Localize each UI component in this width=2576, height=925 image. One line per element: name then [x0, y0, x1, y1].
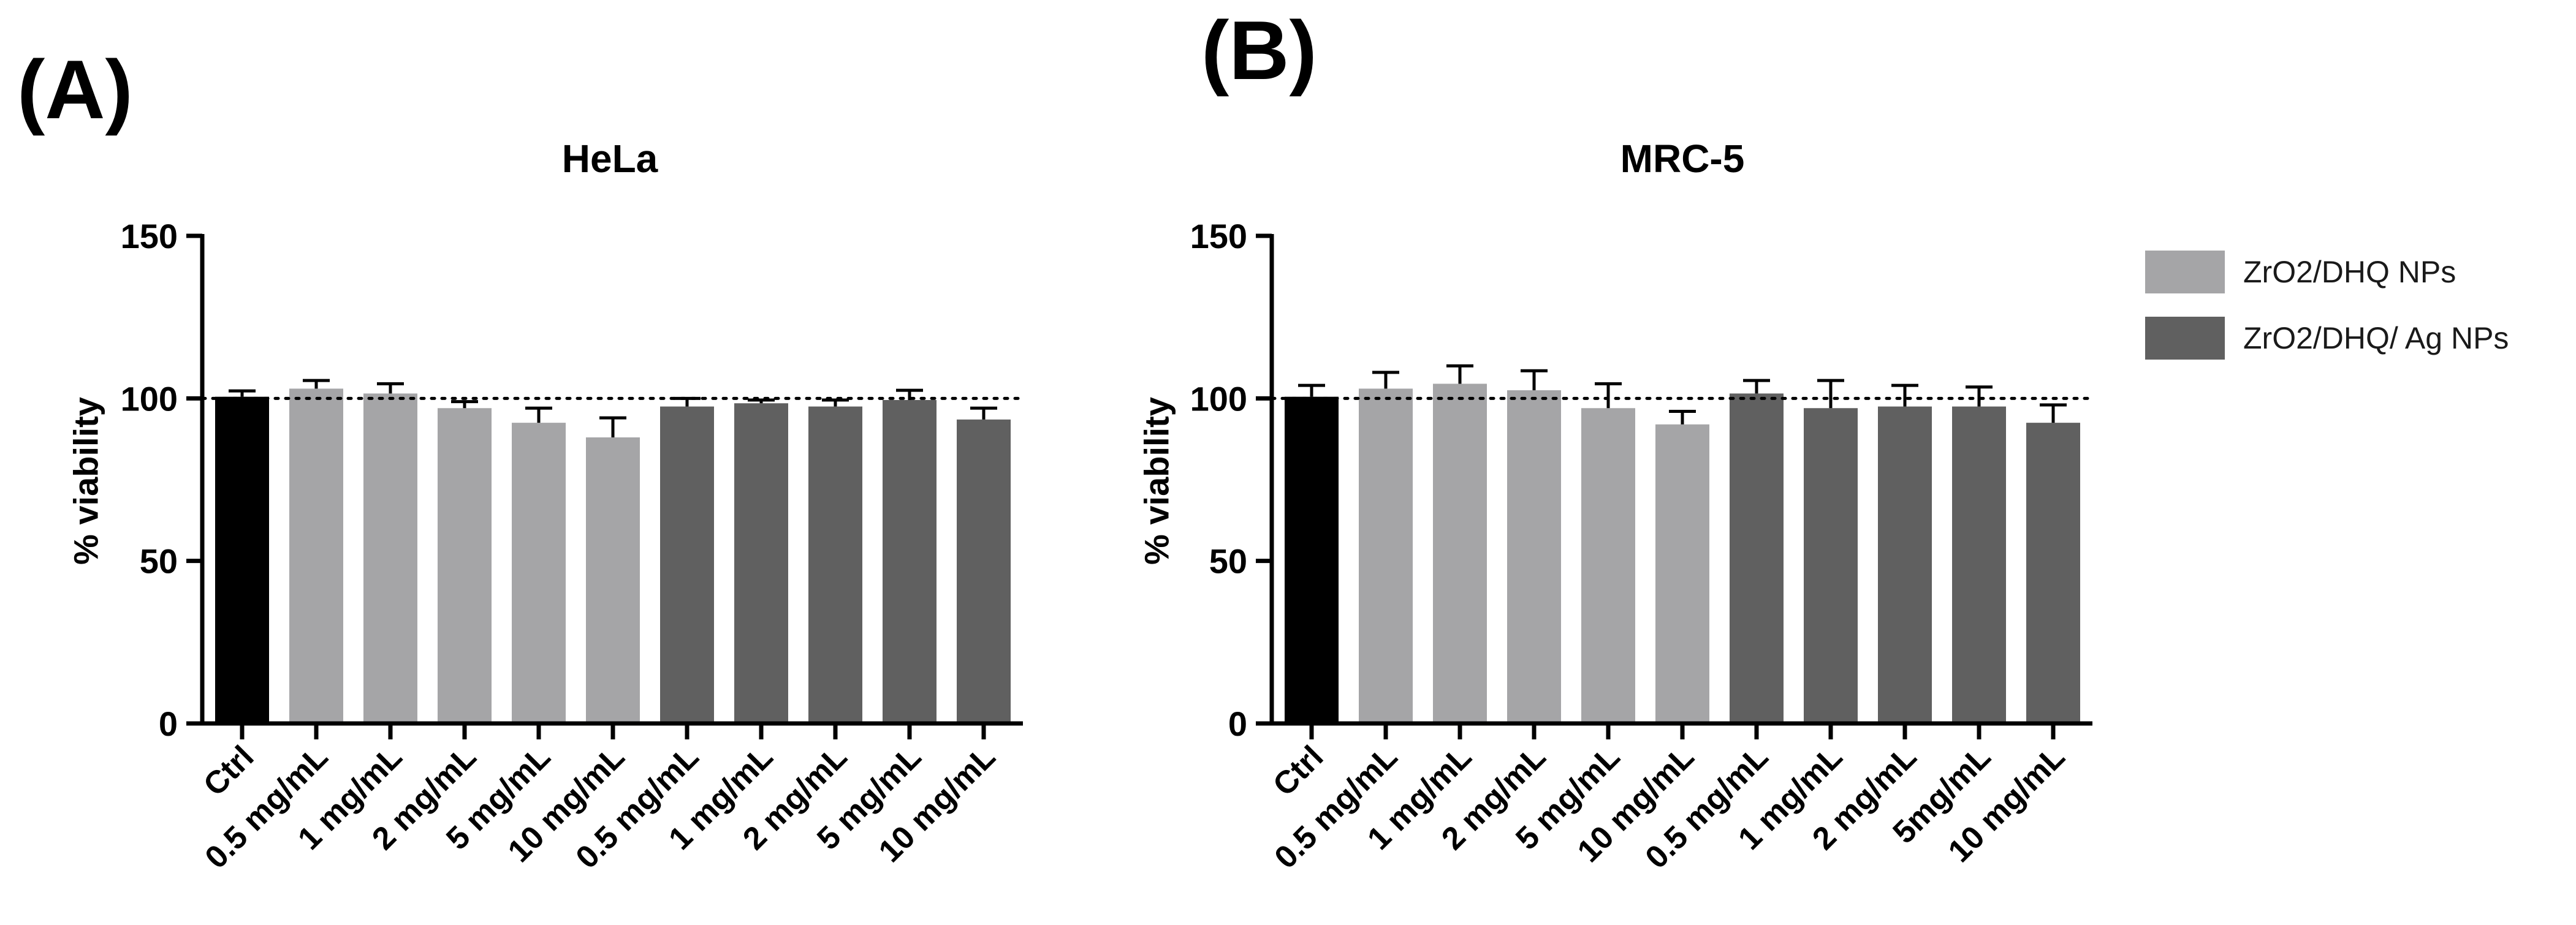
- hela-bar-1: [289, 388, 343, 723]
- hela-bar-2: [363, 393, 417, 723]
- mrc5-chart-title: MRC-5: [1620, 137, 1745, 181]
- hela-bar-4: [512, 423, 566, 723]
- hela-bar-5: [586, 437, 640, 723]
- hela-chart-title: HeLa: [561, 137, 658, 181]
- mrc5-bar-9: [1952, 406, 2006, 723]
- mrc5-bar-8: [1878, 406, 1932, 723]
- hela-bar-0: [215, 396, 269, 723]
- legend-swatch-zro2-dhq-ag: [2145, 317, 2225, 360]
- mrc5-x-tick-label-0: Ctrl: [1266, 739, 1330, 802]
- legend-swatch-zro2-dhq: [2145, 251, 2225, 293]
- hela-bar-9: [883, 399, 937, 723]
- legend-label-zro2-dhq: ZrO2/DHQ NPs: [2243, 255, 2456, 289]
- mrc5-bar-0: [1285, 396, 1339, 723]
- legend-item-zro2-dhq: ZrO2/DHQ NPs: [2145, 245, 2509, 299]
- mrc5-bar-6: [1730, 393, 1784, 723]
- legend-item-zro2-dhq-ag: ZrO2/DHQ/ Ag NPs: [2145, 311, 2509, 365]
- mrc5-bar-10: [2026, 423, 2080, 723]
- legend: ZrO2/DHQ NPs ZrO2/DHQ/ Ag NPs: [2145, 245, 2509, 377]
- hela-bar-3: [438, 408, 492, 723]
- panel-a-label: (A): [17, 43, 133, 136]
- hela-bar-10: [957, 419, 1011, 723]
- mrc5-bar-4: [1581, 408, 1635, 723]
- hela-y-tick-label-2: 100: [121, 379, 178, 418]
- mrc5-y-tick-label-1: 50: [1209, 542, 1247, 581]
- hela-bar-8: [808, 406, 862, 723]
- hela-y-tick-label-1: 50: [140, 542, 178, 581]
- mrc5-bar-1: [1359, 388, 1413, 723]
- hela-bar-6: [660, 406, 714, 723]
- hela-x-tick-label-0: Ctrl: [197, 739, 260, 802]
- legend-label-zro2-dhq-ag: ZrO2/DHQ/ Ag NPs: [2243, 321, 2509, 355]
- mrc5-bar-3: [1507, 390, 1561, 723]
- hela-bar-7: [734, 403, 788, 723]
- mrc5-bar-5: [1655, 424, 1709, 723]
- mrc5-bar-7: [1804, 408, 1858, 723]
- mrc5-bar-2: [1433, 383, 1487, 723]
- hela-y-tick-label-3: 150: [121, 217, 178, 255]
- mrc5-y-tick-label-3: 150: [1190, 217, 1247, 255]
- mrc5-y-tick-label-2: 100: [1190, 379, 1247, 418]
- hela-y-tick-label-0: 0: [159, 704, 178, 743]
- panel-b-label: (B): [1201, 4, 1317, 97]
- mrc5-y-tick-label-0: 0: [1228, 704, 1247, 743]
